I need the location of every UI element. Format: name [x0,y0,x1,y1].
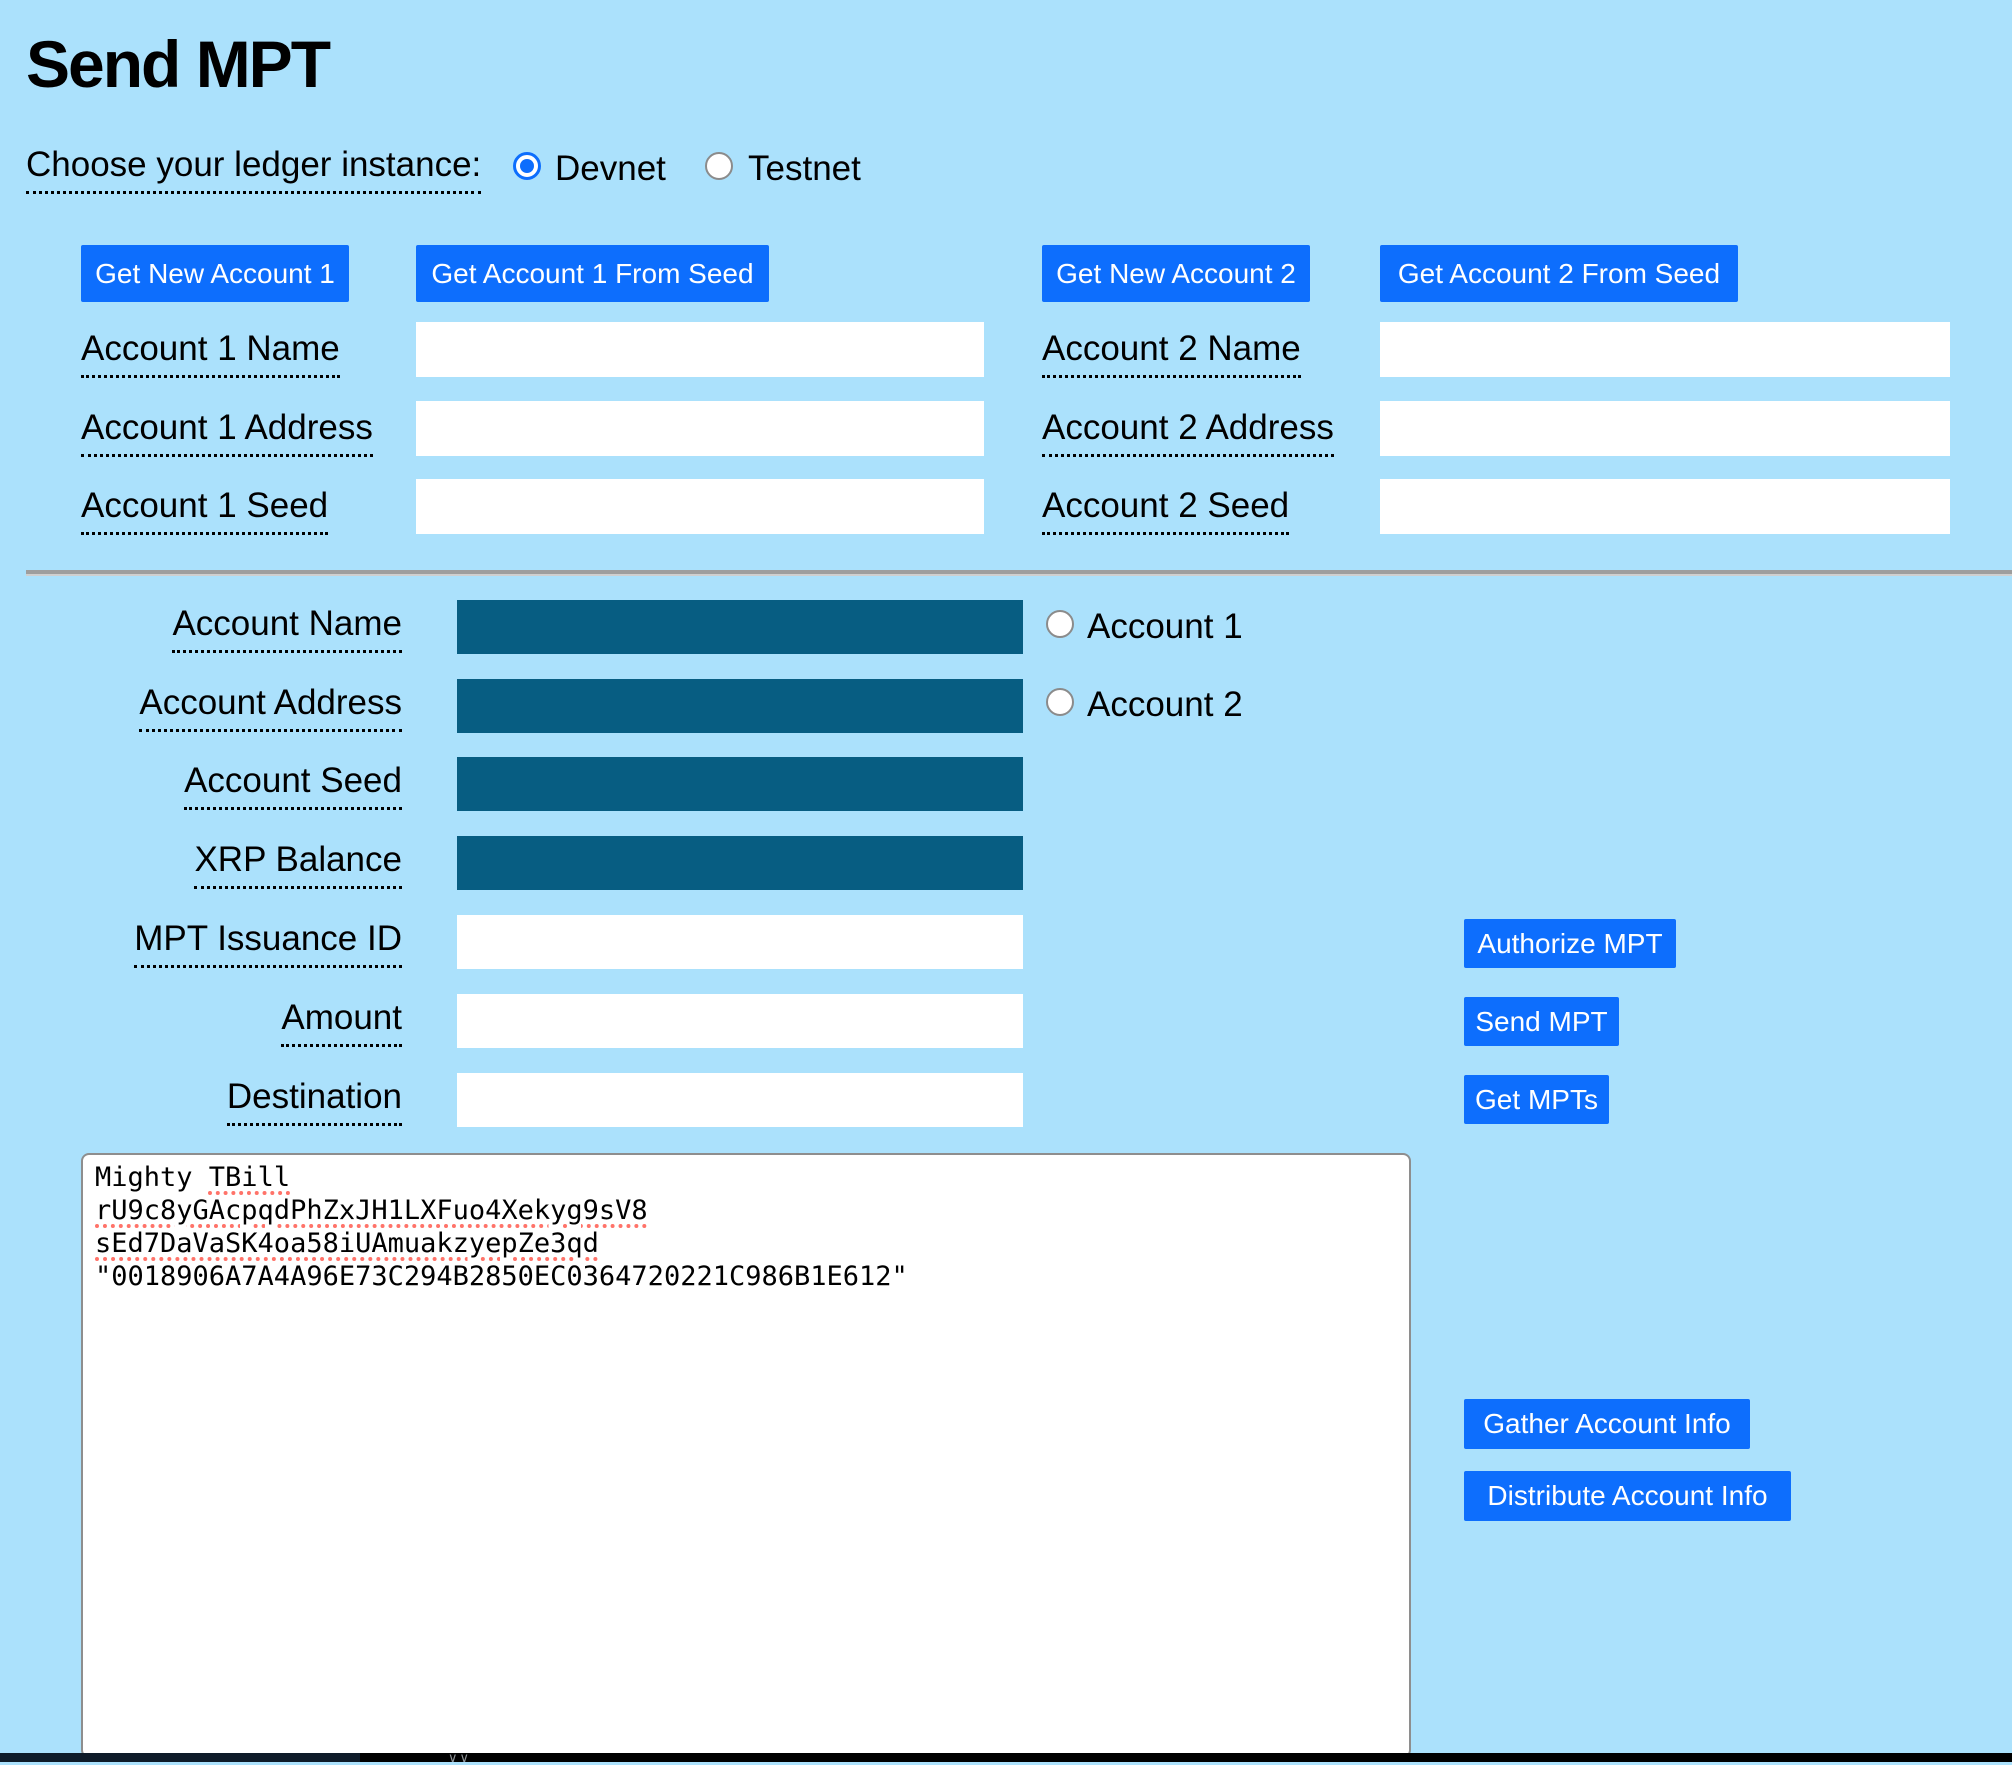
dock-bar-left-segment [0,1753,360,1762]
authorize-mpt-button[interactable]: Authorize MPT [1464,919,1676,968]
account-address-label: Account Address [139,682,402,732]
account-1-seed-input[interactable] [416,479,984,534]
results-line-address: rU9c8yGAcpqdPhZxJH1LXFuo4Xekyg9sV8 [95,1194,1397,1227]
account-1-name-label-row: Account 1 Name [81,328,340,378]
xrp-balance-readonly-field [457,836,1023,890]
account-2-seed-input[interactable] [1380,479,1950,534]
account-2-address-input[interactable] [1380,401,1950,456]
account-2-radio[interactable] [1046,688,1074,716]
testnet-radio[interactable] [705,152,733,180]
results-mpt-issuance-id: "0018906A7A4A96E73C294B2850EC0364720221C… [95,1261,908,1292]
amount-label: Amount [281,997,402,1047]
account-1-address-label: Account 1 Address [81,407,373,457]
account-2-seed-label-row: Account 2 Seed [1042,485,1290,535]
results-address: rU9c8yGAcpqdPhZxJH1LXFuo4Xekyg9sV8 [95,1195,648,1226]
account-name-readonly-field [457,600,1023,654]
account-2-radio-label[interactable]: Account 2 [1087,685,1243,724]
dock-icon-edge: ∨∨ [448,1750,472,1765]
get-new-account-2-button[interactable]: Get New Account 2 [1042,245,1310,302]
destination-input[interactable] [457,1073,1023,1127]
account-2-address-label-row: Account 2 Address [1042,407,1334,457]
results-token-name-flagged: TBill [208,1162,291,1193]
ledger-instance-label: Choose your ledger instance: [26,144,482,194]
account-2-name-input[interactable] [1380,322,1950,377]
account-2-name-label-row: Account 2 Name [1042,328,1301,378]
results-line-token-name: Mighty TBill [95,1161,1397,1194]
distribute-account-info-button[interactable]: Distribute Account Info [1464,1471,1791,1521]
devnet-radio-label[interactable]: Devnet [555,149,666,188]
destination-label-row: Destination [0,1076,402,1126]
account-1-radio[interactable] [1046,610,1074,638]
results-line-seed: sEd7DaVaSK4oa58iUAmuakzyepZe3qd [95,1227,1397,1260]
account-1-name-label: Account 1 Name [81,328,340,378]
dock-bar: ∨∨ [0,1750,2012,1765]
account-1-name-input[interactable] [416,322,984,377]
account-name-label: Account Name [172,603,402,653]
get-account-2-from-seed-button[interactable]: Get Account 2 From Seed [1380,245,1738,302]
send-mpt-button[interactable]: Send MPT [1464,997,1619,1046]
account-2-seed-label: Account 2 Seed [1042,485,1290,535]
account-2-address-label: Account 2 Address [1042,407,1334,457]
account-1-seed-label-row: Account 1 Seed [81,485,329,535]
xrp-balance-label: XRP Balance [194,839,402,889]
amount-label-row: Amount [0,997,402,1047]
devnet-radio[interactable] [513,152,541,180]
section-divider [26,570,2012,576]
amount-input[interactable] [457,994,1023,1048]
page-title: Send MPT [26,27,331,101]
results-line-mpt-issuance-id: "0018906A7A4A96E73C294B2850EC0364720221C… [95,1260,1397,1293]
mpt-issuance-id-label-row: MPT Issuance ID [0,918,402,968]
devnet-radio-dot [520,159,534,173]
account-1-radio-label[interactable]: Account 1 [1087,607,1243,646]
get-new-account-1-button[interactable]: Get New Account 1 [81,245,349,302]
account-name-label-row: Account Name [0,603,402,653]
xrp-balance-label-row: XRP Balance [0,839,402,889]
gather-account-info-button[interactable]: Gather Account Info [1464,1399,1750,1449]
account-1-address-label-row: Account 1 Address [81,407,373,457]
destination-label: Destination [226,1076,402,1126]
results-seed: sEd7DaVaSK4oa58iUAmuakzyepZe3qd [95,1228,599,1259]
results-token-name-plain: Mighty [95,1162,209,1193]
get-account-1-from-seed-button[interactable]: Get Account 1 From Seed [416,245,769,302]
account-address-readonly-field [457,679,1023,733]
account-seed-label: Account Seed [184,760,402,810]
account-address-label-row: Account Address [0,682,402,732]
account-seed-readonly-field [457,757,1023,811]
account-1-seed-label: Account 1 Seed [81,485,329,535]
ledger-instance-row: Choose your ledger instance: [26,144,482,194]
account-1-address-input[interactable] [416,401,984,456]
account-seed-label-row: Account Seed [0,760,402,810]
mpt-issuance-id-label: MPT Issuance ID [134,918,402,968]
mpt-issuance-id-input[interactable] [457,915,1023,969]
testnet-radio-label[interactable]: Testnet [748,149,861,188]
get-mpts-button[interactable]: Get MPTs [1464,1075,1609,1124]
account-2-name-label: Account 2 Name [1042,328,1301,378]
results-textarea[interactable]: Mighty TBill rU9c8yGAcpqdPhZxJH1LXFuo4Xek… [81,1153,1411,1758]
